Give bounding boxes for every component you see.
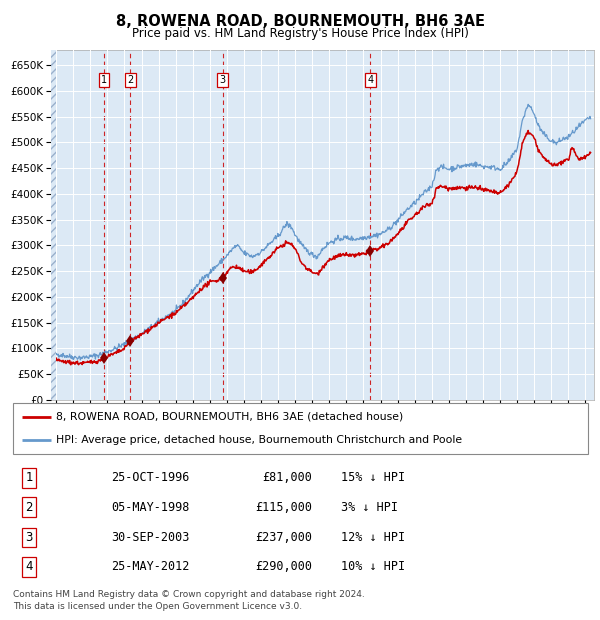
Text: £115,000: £115,000 [255, 500, 312, 513]
Text: 30-SEP-2003: 30-SEP-2003 [111, 531, 189, 544]
Text: Price paid vs. HM Land Registry's House Price Index (HPI): Price paid vs. HM Land Registry's House … [131, 27, 469, 40]
Text: 05-MAY-1998: 05-MAY-1998 [111, 500, 189, 513]
Text: 4: 4 [26, 560, 33, 574]
Text: £290,000: £290,000 [255, 560, 312, 574]
Text: 25-OCT-1996: 25-OCT-1996 [111, 471, 189, 484]
Text: 2: 2 [26, 500, 33, 513]
Text: £81,000: £81,000 [262, 471, 312, 484]
Text: £237,000: £237,000 [255, 531, 312, 544]
Text: 12% ↓ HPI: 12% ↓ HPI [341, 531, 405, 544]
Text: Contains HM Land Registry data © Crown copyright and database right 2024.
This d: Contains HM Land Registry data © Crown c… [13, 590, 365, 611]
Bar [51, 50, 56, 400]
Text: 8, ROWENA ROAD, BOURNEMOUTH, BH6 3AE: 8, ROWENA ROAD, BOURNEMOUTH, BH6 3AE [115, 14, 485, 29]
Text: 15% ↓ HPI: 15% ↓ HPI [341, 471, 405, 484]
Text: 1: 1 [26, 471, 33, 484]
Text: 3% ↓ HPI: 3% ↓ HPI [341, 500, 398, 513]
Text: 2: 2 [127, 75, 134, 85]
Text: 3: 3 [220, 75, 226, 85]
Text: HPI: Average price, detached house, Bournemouth Christchurch and Poole: HPI: Average price, detached house, Bour… [56, 435, 463, 445]
Text: 8, ROWENA ROAD, BOURNEMOUTH, BH6 3AE (detached house): 8, ROWENA ROAD, BOURNEMOUTH, BH6 3AE (de… [56, 412, 404, 422]
FancyBboxPatch shape [13, 403, 588, 454]
Text: 25-MAY-2012: 25-MAY-2012 [111, 560, 189, 574]
Text: 1: 1 [101, 75, 107, 85]
Text: 10% ↓ HPI: 10% ↓ HPI [341, 560, 405, 574]
Text: 4: 4 [367, 75, 373, 85]
Text: 3: 3 [26, 531, 33, 544]
